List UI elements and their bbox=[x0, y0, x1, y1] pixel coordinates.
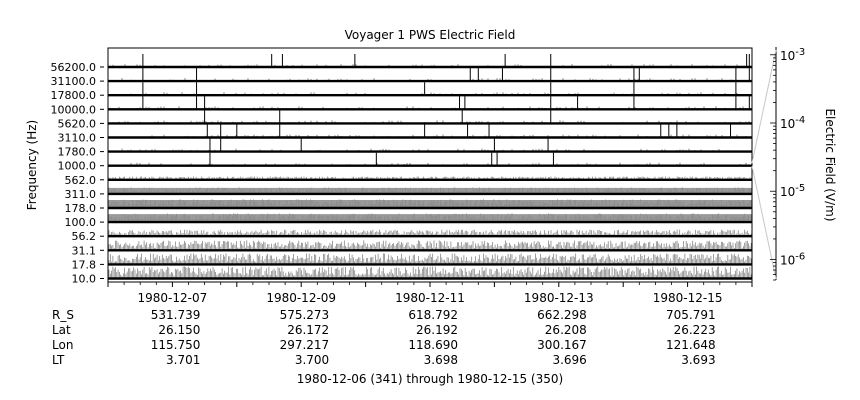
ephemeris-value: 26.150 bbox=[158, 323, 200, 337]
ephemeris-value: 662.298 bbox=[537, 308, 587, 322]
ephemeris-value: 3.698 bbox=[424, 353, 458, 367]
ephemeris-value: 3.696 bbox=[552, 353, 586, 367]
ephemeris-value: 575.273 bbox=[280, 308, 330, 322]
channel-trace bbox=[108, 240, 752, 252]
channel-label: 1000.0 bbox=[58, 160, 97, 173]
channel-noise bbox=[108, 240, 752, 251]
channel-trace bbox=[108, 253, 752, 266]
channel-label: 56.2 bbox=[72, 230, 97, 243]
colorbar-tick-label: 10-3 bbox=[780, 47, 805, 63]
channel-trace bbox=[108, 148, 752, 153]
channel-noise bbox=[108, 187, 752, 194]
channel-traces bbox=[108, 54, 753, 280]
ephemeris-value: 618.792 bbox=[408, 308, 458, 322]
channel-trace bbox=[108, 176, 752, 182]
ephemeris-value: 297.217 bbox=[280, 338, 330, 352]
footer-text: 1980-12-06 (341) through 1980-12-15 (350… bbox=[297, 372, 563, 386]
channel-trace bbox=[108, 120, 752, 125]
colorbar-ticks: 10-3 10-4 10-5 10-6 bbox=[770, 47, 805, 281]
channel-label: 10.0 bbox=[72, 273, 97, 286]
y-axis-label: Frequency (Hz) bbox=[25, 120, 39, 211]
ephemeris-value: 118.690 bbox=[408, 338, 458, 352]
channel-label: 5620.0 bbox=[58, 117, 97, 130]
colorbar: 10-3 10-4 10-5 10-6 Electric Field (V/m) bbox=[751, 47, 837, 281]
ephemeris-value: 3.693 bbox=[681, 353, 715, 367]
ephemeris-label: R_S bbox=[52, 308, 74, 322]
ephemeris-value: 26.172 bbox=[287, 323, 329, 337]
colorbar-label: Electric Field (V/m) bbox=[823, 108, 837, 221]
channel-trace bbox=[108, 78, 752, 83]
ephemeris-value: 26.208 bbox=[545, 323, 587, 337]
channel-label: 3110.0 bbox=[58, 132, 97, 145]
channel-trace bbox=[108, 199, 752, 210]
channel-trace bbox=[108, 229, 752, 238]
chart-title: Voyager 1 PWS Electric Field bbox=[345, 28, 516, 42]
ephemeris-value: 705.791 bbox=[666, 308, 716, 322]
channel-trace bbox=[108, 213, 752, 224]
channel-label: 10000.0 bbox=[51, 103, 97, 116]
ephemeris-value: 26.223 bbox=[674, 323, 716, 337]
channel-label: 1780.0 bbox=[58, 146, 97, 159]
x-tick-label: 1980-12-13 bbox=[524, 291, 594, 305]
ephemeris-value: 121.648 bbox=[666, 338, 716, 352]
channel-trace bbox=[108, 92, 752, 97]
channel-noise bbox=[108, 266, 752, 279]
channel-noise bbox=[108, 213, 752, 223]
channel-label: 31.1 bbox=[72, 244, 97, 257]
ephemeris-label: LT bbox=[52, 353, 65, 367]
channel-trace bbox=[108, 64, 752, 69]
ephemeris-label: Lat bbox=[52, 323, 71, 337]
channel-trace bbox=[108, 187, 752, 196]
ephemeris-table: R_S 531.739 575.273 618.792 662.298 705.791 La… bbox=[52, 308, 716, 367]
channel-label: 17.8 bbox=[72, 258, 97, 271]
x-tick-label: 1980-12-15 bbox=[653, 291, 723, 305]
x-tick-label: 1980-12-09 bbox=[266, 291, 336, 305]
channel-label: 56200.0 bbox=[51, 61, 97, 74]
ephemeris-value: 3.701 bbox=[166, 353, 200, 367]
ephemeris-value: 115.750 bbox=[151, 338, 201, 352]
x-axis: 1980-12-07 1980-12-09 1980-12-11 1980-12-13… bbox=[107, 282, 753, 305]
channel-label: 311.0 bbox=[65, 188, 97, 201]
colorbar-tick-label: 10-5 bbox=[780, 183, 805, 199]
ephemeris-value: 26.192 bbox=[416, 323, 458, 337]
channel-label: 562.0 bbox=[65, 174, 97, 187]
channel-label: 100.0 bbox=[65, 216, 97, 229]
channel-trace bbox=[108, 134, 752, 139]
ephemeris-value: 531.739 bbox=[151, 308, 201, 322]
ephemeris-value: 300.167 bbox=[537, 338, 587, 352]
channel-label: 17800.0 bbox=[51, 89, 97, 102]
colorbar-tick-label: 10-4 bbox=[780, 115, 805, 131]
channel-label: 178.0 bbox=[65, 202, 97, 215]
channel-band bbox=[108, 187, 752, 194]
x-tick-label: 1980-12-11 bbox=[395, 291, 465, 305]
channel-trace bbox=[108, 106, 752, 111]
colorbar-link-top bbox=[751, 49, 777, 164]
colorbar-tick-label: 10-6 bbox=[780, 251, 805, 267]
channel-label: 31100.0 bbox=[51, 75, 97, 88]
channel-trace bbox=[108, 162, 752, 167]
ephemeris-label: Lon bbox=[52, 338, 73, 352]
x-tick-label: 1980-12-07 bbox=[138, 291, 208, 305]
channel-noise bbox=[108, 253, 752, 265]
colorbar-link-bottom bbox=[751, 165, 777, 280]
channel-trace bbox=[108, 266, 752, 280]
ephemeris-value: 3.700 bbox=[295, 353, 329, 367]
